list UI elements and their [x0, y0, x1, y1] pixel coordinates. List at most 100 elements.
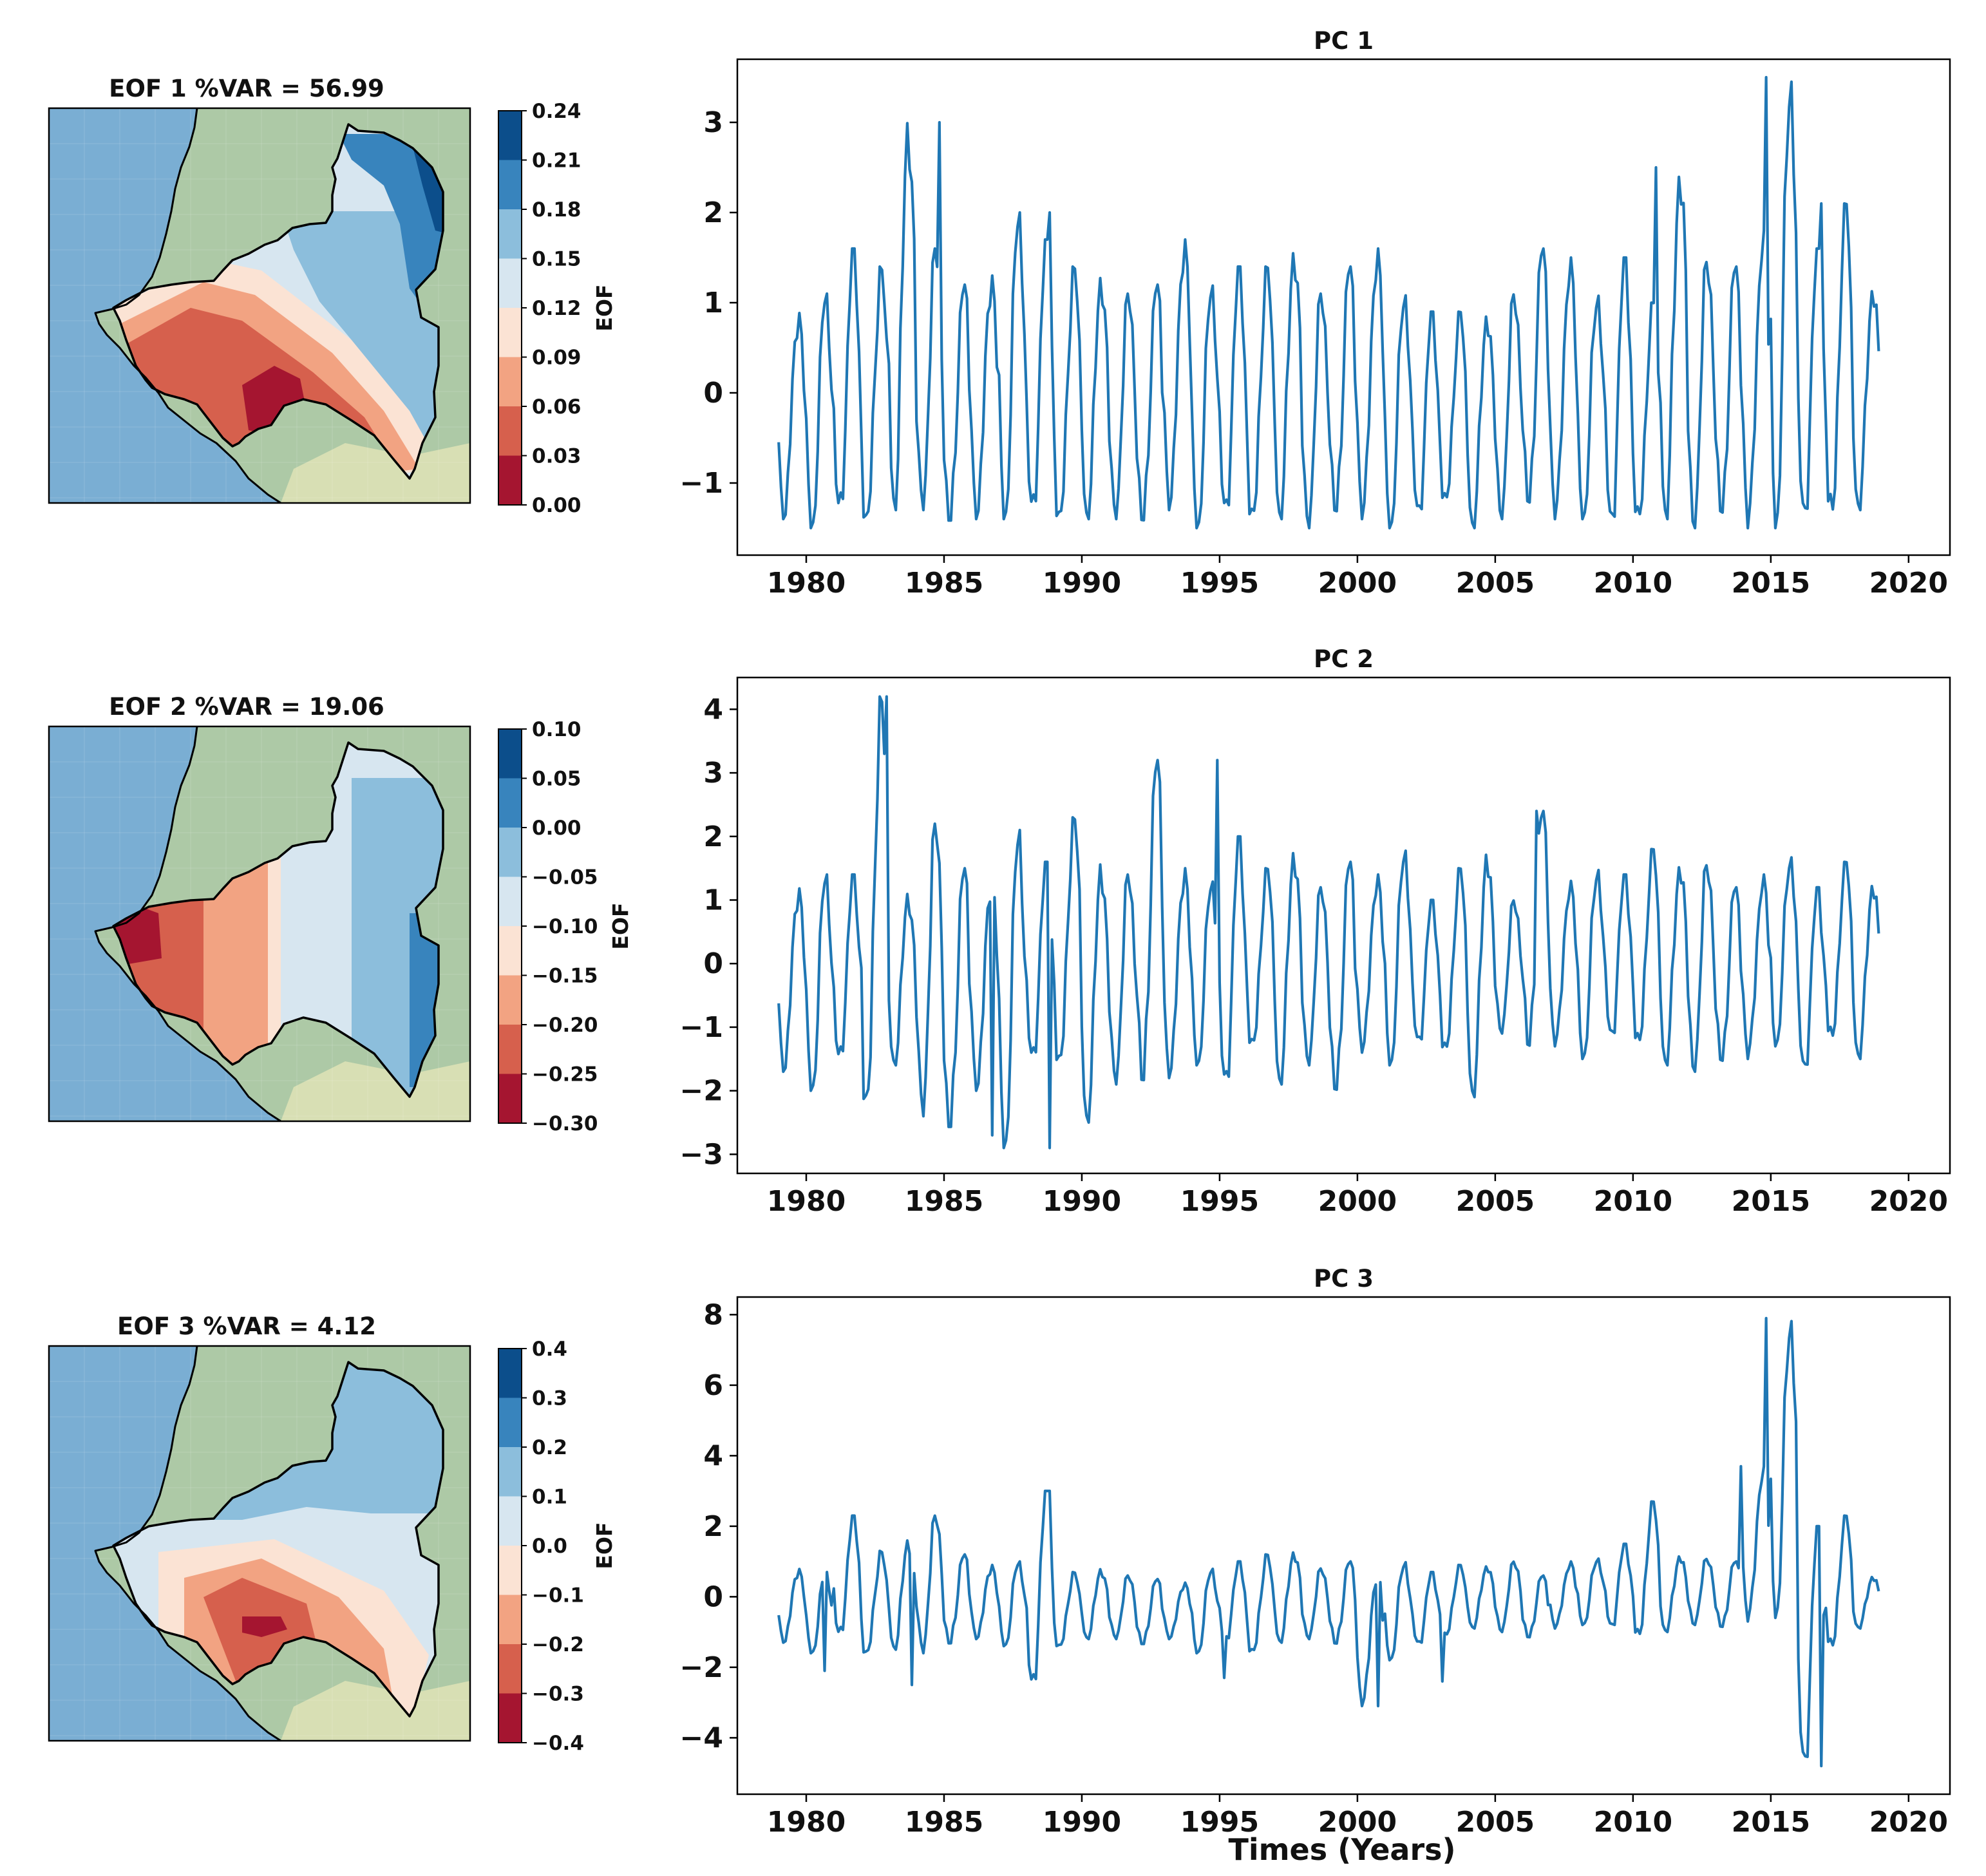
eof-zone	[410, 134, 443, 237]
eof-map-3: EOF 3 %VAR = 4.12 0.4 0.3 0.2 0.1 0.0 −0.1 −0.2…	[48, 1312, 617, 1755]
y-tick-label: 6	[703, 1369, 723, 1402]
colorbar-tick-label: 0.15	[532, 248, 582, 271]
colorbar-segment	[498, 406, 522, 456]
colorbar-tick-label: −0.4	[532, 1732, 584, 1755]
x-tick-label: 1985	[905, 1806, 983, 1839]
y-tick-label: −1	[680, 1011, 723, 1044]
map-frame	[48, 725, 471, 1123]
colorbar-segment	[498, 357, 522, 407]
x-tick-label: 2010	[1594, 567, 1672, 600]
y-tick-label: 0	[703, 377, 723, 410]
x-tick-label: 1985	[905, 1185, 983, 1218]
colorbar-segment	[498, 876, 522, 927]
y-tick-label: 0	[703, 1580, 723, 1613]
y-tick-label: 2	[703, 820, 723, 853]
map-frame	[48, 107, 471, 504]
colorbar-segment	[498, 160, 522, 210]
x-tick-label: 1980	[767, 1806, 846, 1839]
x-tick-label: 2020	[1869, 567, 1948, 600]
colorbar-segment	[498, 975, 522, 1025]
colorbar-segment	[498, 209, 522, 259]
x-tick-label: 1980	[767, 1185, 846, 1218]
y-tick-label: 0	[703, 947, 723, 980]
colorbar-segment	[498, 308, 522, 357]
y-tick-label: 4	[703, 1439, 723, 1472]
eof-map-title: EOF 1 %VAR = 56.99	[109, 75, 384, 102]
y-tick-label: −2	[680, 1075, 723, 1108]
eof-zone	[242, 1616, 287, 1637]
eof-map-2: EOF 2 %VAR = 19.06 0.10 0.05 0.00 −0.05 −0.10…	[48, 693, 633, 1135]
colorbar-segment	[498, 1595, 522, 1645]
x-tick-label: 2000	[1318, 567, 1397, 600]
x-tick-label: 2015	[1732, 1185, 1810, 1218]
colorbar-tick-label: 0.2	[532, 1436, 567, 1459]
basin-boundary	[112, 1361, 444, 1718]
series-line	[777, 1316, 1880, 1768]
map-background-south	[281, 1061, 470, 1121]
colorbar-tick-label: 0.21	[532, 149, 582, 173]
x-tick-label: 1980	[767, 567, 846, 600]
x-tick-label: 2015	[1732, 567, 1810, 600]
colorbar-tick-label: 0.3	[532, 1387, 567, 1410]
x-tick-label: 2005	[1456, 567, 1535, 600]
colorbar-tick-label: −0.05	[532, 866, 598, 889]
map-background-ocean	[49, 1346, 281, 1741]
y-tick-label: 2	[703, 1510, 723, 1543]
plot-frame	[736, 1296, 1951, 1795]
y-tick-label: −1	[680, 467, 723, 500]
y-tick-label: 8	[703, 1298, 723, 1331]
colorbar-segment	[498, 778, 522, 828]
map-frame	[48, 1345, 471, 1742]
map-background-ocean	[49, 108, 281, 503]
eof-map-title: EOF 2 %VAR = 19.06	[109, 693, 384, 721]
pc-title: PC 3	[1314, 1265, 1374, 1293]
x-tick-label: 1985	[905, 567, 983, 600]
x-tick-label: 2005	[1456, 1806, 1535, 1839]
y-tick-label: −2	[680, 1651, 723, 1684]
y-tick-label: 1	[703, 884, 723, 917]
colorbar-segment	[498, 1447, 522, 1497]
coastline	[94, 726, 281, 1123]
colorbar-segment	[498, 729, 522, 779]
x-tick-label: 2020	[1869, 1185, 1948, 1218]
colorbar-tick-label: 0.1	[532, 1486, 567, 1509]
colorbar-segment	[498, 1546, 522, 1595]
colorbar-segment	[498, 455, 522, 506]
colorbar-tick-label: 0.00	[532, 817, 582, 840]
y-tick-label: −4	[680, 1721, 723, 1754]
colorbar-tick-label: −0.15	[532, 965, 598, 988]
x-axis-label: Times (Years)	[1228, 1832, 1455, 1867]
colorbar-tick-label: −0.1	[532, 1584, 584, 1607]
colorbar-segment	[498, 1349, 522, 1398]
series-line	[777, 75, 1880, 530]
pc-title: PC 1	[1314, 27, 1374, 55]
plot-frame	[736, 58, 1951, 556]
colorbar-tick-label: 0.05	[532, 768, 582, 791]
y-tick-label: 2	[703, 196, 723, 229]
x-tick-label: 1990	[1043, 1185, 1121, 1218]
colorbar-tick-label: −0.3	[532, 1683, 584, 1706]
colorbar-segment	[498, 1074, 522, 1124]
x-tick-label: 2000	[1318, 1806, 1397, 1839]
map-background-south	[281, 1681, 470, 1741]
y-tick-label: −3	[680, 1138, 723, 1171]
x-tick-label: 1990	[1043, 567, 1121, 600]
colorbar-tick-label: −0.10	[532, 915, 598, 938]
colorbar-tick-label: 0.4	[532, 1338, 567, 1361]
y-tick-label: 4	[703, 693, 723, 726]
colorbar-tick-label: 0.10	[532, 718, 582, 741]
plot-frame	[736, 676, 1951, 1175]
basin-boundary	[112, 741, 444, 1098]
colorbar-label: EOF	[592, 1522, 617, 1569]
colorbar-tick-label: −0.2	[532, 1633, 584, 1656]
x-tick-label: 2005	[1456, 1185, 1535, 1218]
x-tick-label: 2015	[1732, 1806, 1810, 1839]
colorbar-segment	[498, 1496, 522, 1546]
colorbar-tick-label: 0.0	[532, 1535, 567, 1558]
colorbar-tick-label: −0.30	[532, 1112, 598, 1135]
map-background-south	[281, 443, 470, 503]
colorbar-segment	[498, 111, 522, 160]
